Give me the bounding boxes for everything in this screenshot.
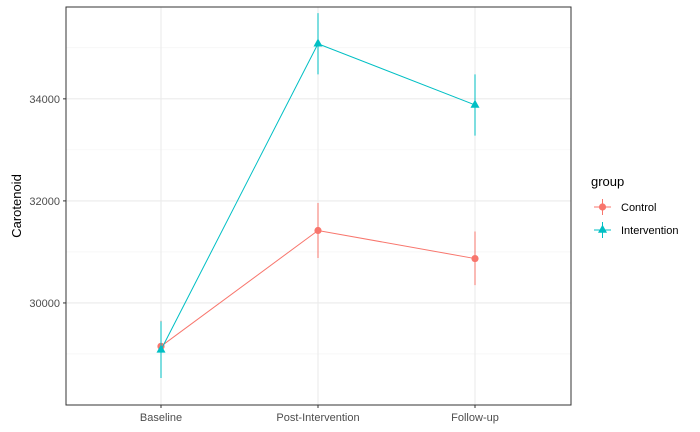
y-tick-label-1: 32000 xyxy=(29,196,60,208)
legend-item-control: Control xyxy=(594,199,656,215)
legend-title: group xyxy=(591,174,624,189)
legend-label-control: Control xyxy=(621,202,656,214)
data-point-triangle xyxy=(470,99,480,108)
x-tick-label-0: Baseline xyxy=(140,412,182,424)
legend-key-circle xyxy=(598,203,607,211)
x-tick-label-2: Follow-up xyxy=(451,412,499,424)
series-intervention xyxy=(156,13,480,378)
legend-items: Control Intervention xyxy=(594,199,678,238)
data-point-triangle xyxy=(156,344,166,353)
y-tick-label-0: 30000 xyxy=(29,298,60,310)
data-point-circle xyxy=(314,226,322,235)
y-tick-label-2: 34000 xyxy=(29,94,60,106)
data-point-triangle xyxy=(313,38,323,47)
series-layer xyxy=(156,13,480,378)
legend: group Control Intervention xyxy=(591,174,678,238)
legend-label-intervention: Intervention xyxy=(621,225,678,237)
y-axis-title: Carotenoid xyxy=(9,174,24,238)
legend-key-triangle xyxy=(598,224,607,233)
x-tick-label-1: Post-Intervention xyxy=(276,412,359,424)
legend-item-intervention: Intervention xyxy=(594,222,678,238)
data-point-circle xyxy=(471,254,479,263)
axes-layer: 30000 32000 34000 Baseline Post-Intervention… xyxy=(29,94,498,424)
